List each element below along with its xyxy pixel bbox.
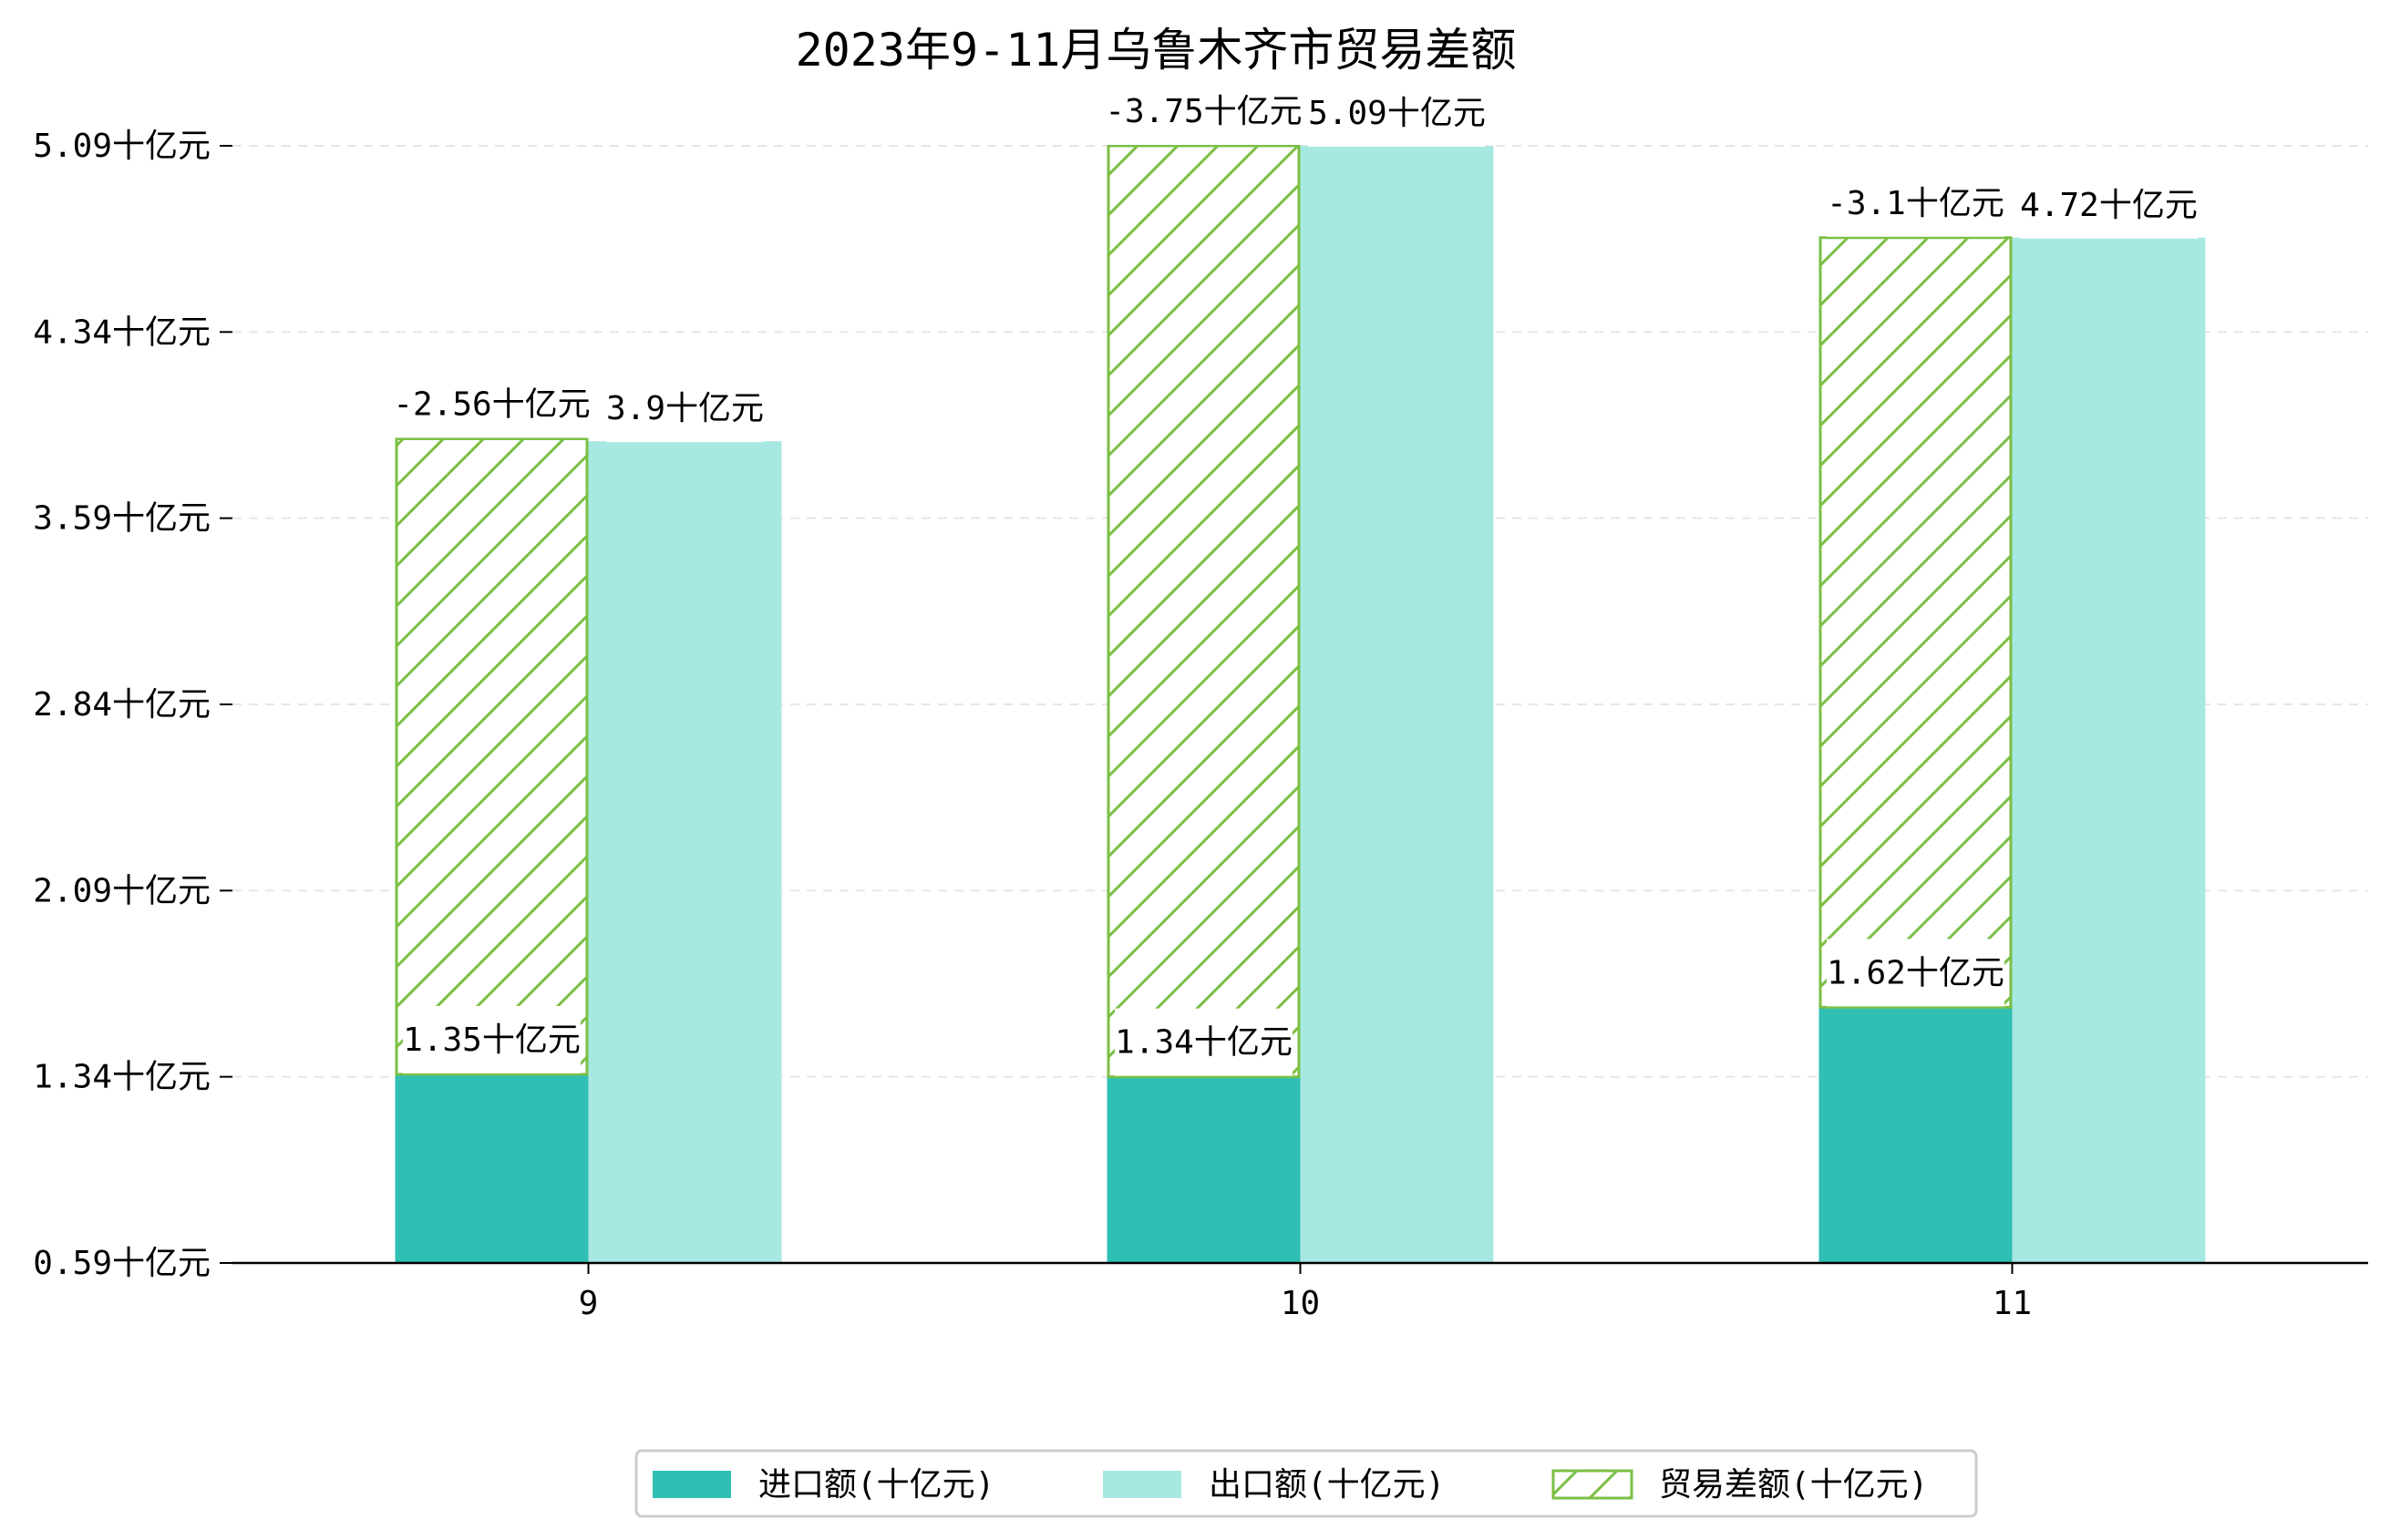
legend-swatch bbox=[1103, 1471, 1181, 1498]
import-bar bbox=[395, 1073, 589, 1263]
balance-bar bbox=[1818, 236, 2013, 1009]
balance-label: -3.75十亿元 bbox=[1105, 93, 1302, 130]
export-label: 4.72十亿元 bbox=[2020, 187, 2198, 224]
balance-label: -2.56十亿元 bbox=[393, 385, 590, 423]
balance-bar bbox=[395, 436, 589, 1076]
legend-label: 出口额(十亿元) bbox=[1209, 1466, 1445, 1504]
legend-swatch bbox=[653, 1471, 731, 1498]
legend-label: 贸易差额(十亿元) bbox=[1659, 1466, 1928, 1504]
export-bar bbox=[588, 441, 782, 1264]
x-axis: 9 10 11 bbox=[232, 1261, 2368, 1322]
y-tick-label: 2.09十亿元 bbox=[33, 872, 211, 909]
legend: 进口额(十亿元) 出口额(十亿元) 贸易差额(十亿元) bbox=[634, 1449, 1978, 1518]
export-label-bg bbox=[2020, 170, 2198, 239]
balance-label-bg bbox=[1827, 169, 2004, 237]
y-axis: 0.59十亿元 1.34十亿元 2.09十亿元 2.84十亿元 3.59十亿元 4.34十… bbox=[33, 128, 232, 1282]
chart-title: 2023年9-11月乌鲁木齐市贸易差额 bbox=[796, 24, 1517, 77]
legend-swatch bbox=[1551, 1469, 1633, 1500]
balance-label: -3.1十亿元 bbox=[1827, 185, 2004, 222]
import-label: 1.34十亿元 bbox=[1115, 1024, 1293, 1062]
y-tick-label: 3.59十亿元 bbox=[33, 500, 211, 538]
legend-label: 进口额(十亿元) bbox=[758, 1466, 994, 1504]
import-label-bg bbox=[1115, 1008, 1293, 1076]
bars bbox=[395, 144, 2206, 1264]
data-labels: 3.9十亿元 -2.56十亿元 1.35十亿元 5.09十亿元-3.75十亿元 1.34… bbox=[392, 77, 2198, 1076]
x-tick-label: 11 bbox=[1993, 1285, 2032, 1322]
export-label-bg bbox=[1308, 79, 1486, 147]
export-label: 3.9十亿元 bbox=[606, 390, 764, 427]
y-tick-label: 1.34十亿元 bbox=[33, 1059, 211, 1096]
export-bar bbox=[1300, 146, 1494, 1263]
x-tick-label: 10 bbox=[1281, 1285, 1320, 1322]
x-tick-label: 9 bbox=[579, 1285, 599, 1322]
balance-label-bg bbox=[1104, 77, 1303, 145]
export-label: 5.09十亿元 bbox=[1308, 95, 1486, 132]
legend-frame bbox=[634, 1449, 1978, 1518]
export-bar bbox=[2012, 237, 2206, 1263]
y-tick-label: 5.09十亿元 bbox=[33, 128, 211, 165]
import-bar bbox=[1107, 1076, 1301, 1263]
export-label-bg bbox=[606, 375, 764, 443]
import-bar bbox=[1818, 1007, 2013, 1263]
y-tick-label: 2.84十亿元 bbox=[33, 686, 211, 724]
import-label-bg bbox=[403, 1005, 581, 1073]
import-label-bg bbox=[1827, 939, 2004, 1007]
balance-label-bg bbox=[392, 370, 592, 438]
import-label: 1.62十亿元 bbox=[1827, 954, 2004, 991]
y-tick-label: 0.59十亿元 bbox=[33, 1245, 211, 1282]
y-tick-label: 4.34十亿元 bbox=[33, 313, 211, 351]
import-label: 1.35十亿元 bbox=[403, 1022, 581, 1059]
balance-bar bbox=[1107, 144, 1301, 1079]
